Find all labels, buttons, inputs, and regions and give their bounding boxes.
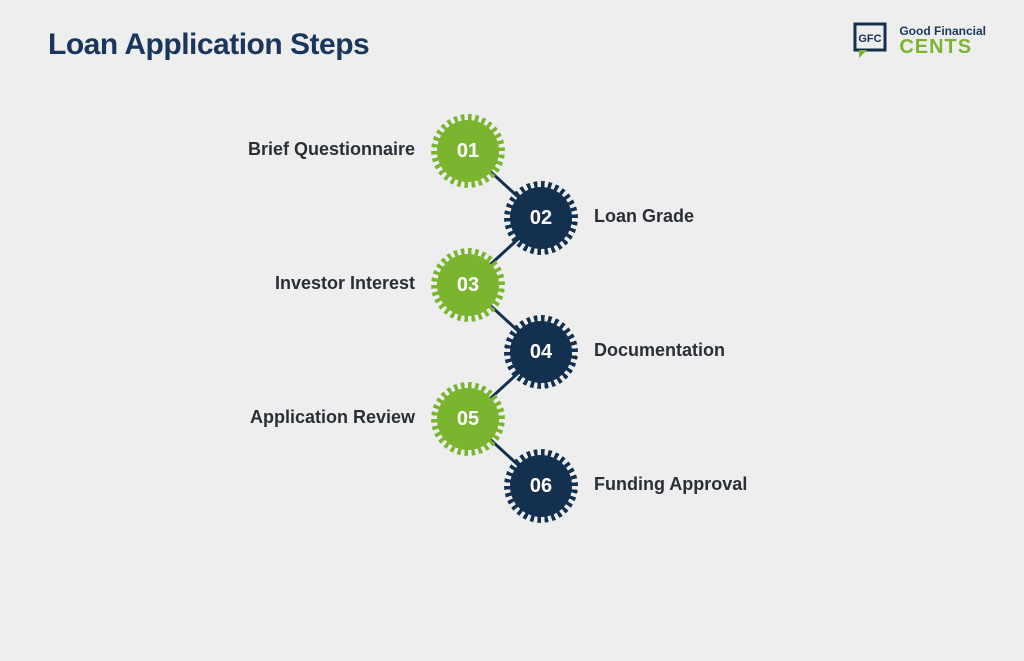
step-label-01: Brief Questionnaire (248, 139, 415, 160)
step-number: 02 (530, 207, 552, 230)
step-number: 06 (530, 475, 552, 498)
step-gear-06: 06 (510, 455, 572, 517)
logo-icon: GFC (853, 22, 893, 60)
step-number: 04 (530, 341, 552, 364)
step-gear-05: 05 (437, 388, 499, 450)
step-label-03: Investor Interest (275, 273, 415, 294)
step-gear-02: 02 (510, 187, 572, 249)
step-number: 05 (457, 408, 479, 431)
step-gear-03: 03 (437, 254, 499, 316)
svg-text:GFC: GFC (859, 33, 882, 45)
step-label-05: Application Review (250, 407, 415, 428)
step-label-02: Loan Grade (594, 206, 694, 227)
step-gear-04: 04 (510, 321, 572, 383)
logo-line2: CENTS (899, 37, 986, 57)
page-title: Loan Application Steps (48, 28, 369, 62)
step-label-04: Documentation (594, 340, 725, 361)
step-gear-01: 01 (437, 120, 499, 182)
step-number: 03 (457, 274, 479, 297)
step-number: 01 (457, 140, 479, 163)
step-label-06: Funding Approval (594, 474, 747, 495)
brand-logo: GFC Good Financial CENTS (853, 22, 986, 60)
